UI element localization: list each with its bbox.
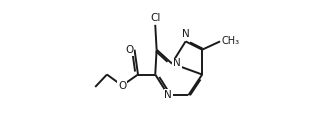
Text: O: O: [125, 45, 133, 55]
Text: O: O: [118, 81, 126, 91]
Text: CH₃: CH₃: [222, 36, 240, 46]
Text: N: N: [182, 29, 190, 39]
Text: Cl: Cl: [150, 13, 161, 23]
Text: N: N: [164, 90, 172, 100]
Text: N: N: [173, 59, 181, 68]
